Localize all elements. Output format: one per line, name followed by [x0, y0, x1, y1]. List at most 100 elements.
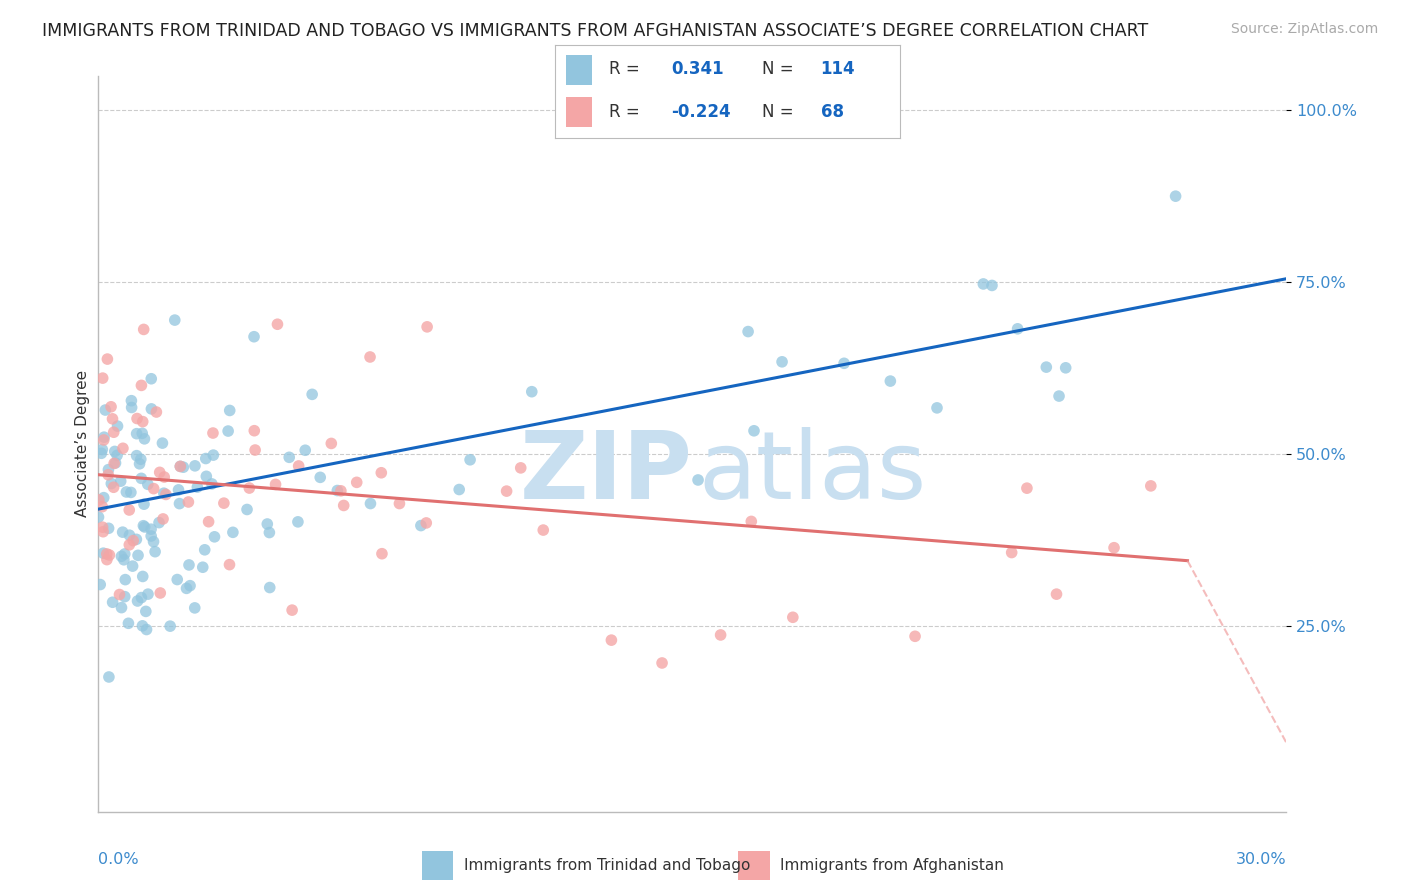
Point: [136, 587, 159, 601]
Point: [710, 628, 733, 642]
Point: [107, 419, 129, 434]
Point: [243, 424, 266, 438]
Point: [93, 430, 115, 444]
Point: [287, 458, 309, 473]
Point: [1102, 541, 1125, 555]
Point: [117, 616, 139, 631]
Point: [415, 516, 437, 530]
Point: [416, 319, 439, 334]
Point: [91, 442, 114, 457]
Point: [111, 525, 134, 540]
Point: [197, 515, 219, 529]
Text: 114: 114: [821, 61, 855, 78]
Point: [326, 483, 349, 498]
Point: [236, 502, 259, 516]
Text: 68: 68: [821, 103, 844, 120]
Point: [238, 481, 260, 495]
Text: Immigrants from Afghanistan: Immigrants from Afghanistan: [780, 858, 1004, 872]
Point: [101, 412, 124, 426]
Point: [91, 524, 114, 539]
Point: [166, 573, 188, 587]
Point: [101, 595, 124, 609]
Point: [740, 515, 762, 529]
Point: [131, 471, 153, 485]
Point: [184, 458, 207, 473]
Point: [145, 405, 167, 419]
Point: [141, 372, 163, 386]
Point: [134, 432, 156, 446]
Point: [105, 448, 128, 462]
Point: [114, 573, 136, 587]
Point: [111, 442, 134, 456]
Point: [222, 525, 245, 540]
Point: [531, 523, 554, 537]
Point: [184, 600, 207, 615]
Point: [782, 610, 804, 624]
Point: [96, 547, 118, 561]
Text: ZIP: ZIP: [520, 427, 692, 519]
Point: [103, 457, 125, 471]
Point: [177, 558, 200, 572]
Point: [194, 542, 217, 557]
Point: [163, 313, 186, 327]
Point: [388, 497, 411, 511]
Point: [131, 619, 153, 633]
Point: [651, 656, 673, 670]
Point: [135, 604, 157, 618]
Point: [329, 483, 352, 498]
Text: R =: R =: [609, 103, 640, 120]
Point: [93, 491, 115, 505]
Point: [281, 603, 304, 617]
Point: [129, 452, 152, 467]
Point: [1047, 389, 1070, 403]
Text: -0.224: -0.224: [671, 103, 730, 120]
Point: [904, 629, 927, 643]
Point: [97, 467, 120, 482]
Text: IMMIGRANTS FROM TRINIDAD AND TOBAGO VS IMMIGRANTS FROM AFGHANISTAN ASSOCIATE’S D: IMMIGRANTS FROM TRINIDAD AND TOBAGO VS I…: [42, 22, 1149, 40]
Point: [449, 483, 471, 497]
Point: [128, 457, 150, 471]
Point: [110, 474, 132, 488]
Point: [152, 512, 174, 526]
Point: [879, 374, 901, 388]
Point: [259, 525, 281, 540]
Point: [153, 486, 176, 500]
Point: [832, 356, 855, 370]
Point: [172, 460, 194, 475]
Point: [110, 600, 132, 615]
Point: [1139, 479, 1161, 493]
Point: [169, 459, 191, 474]
Point: [259, 581, 281, 595]
FancyBboxPatch shape: [565, 97, 592, 127]
Point: [110, 549, 132, 564]
Point: [737, 325, 759, 339]
Point: [186, 480, 208, 494]
Point: [179, 579, 201, 593]
Point: [132, 415, 155, 429]
Point: [132, 322, 155, 336]
Point: [278, 450, 301, 465]
Point: [1007, 322, 1029, 336]
Point: [371, 547, 394, 561]
Text: atlas: atlas: [699, 427, 927, 519]
Point: [125, 533, 148, 547]
Point: [212, 496, 235, 510]
Point: [112, 553, 135, 567]
Point: [90, 446, 112, 460]
Point: [309, 470, 332, 484]
Point: [218, 558, 240, 572]
Point: [159, 619, 181, 633]
FancyBboxPatch shape: [565, 55, 592, 85]
Point: [118, 538, 141, 552]
Point: [266, 317, 288, 331]
Point: [125, 411, 148, 425]
Point: [104, 444, 127, 458]
Point: [118, 528, 141, 542]
Point: [143, 544, 166, 558]
Point: [243, 443, 266, 458]
Point: [195, 469, 218, 483]
Point: [201, 476, 224, 491]
Point: [97, 462, 120, 476]
Text: Source: ZipAtlas.com: Source: ZipAtlas.com: [1230, 22, 1378, 37]
Point: [141, 529, 163, 543]
